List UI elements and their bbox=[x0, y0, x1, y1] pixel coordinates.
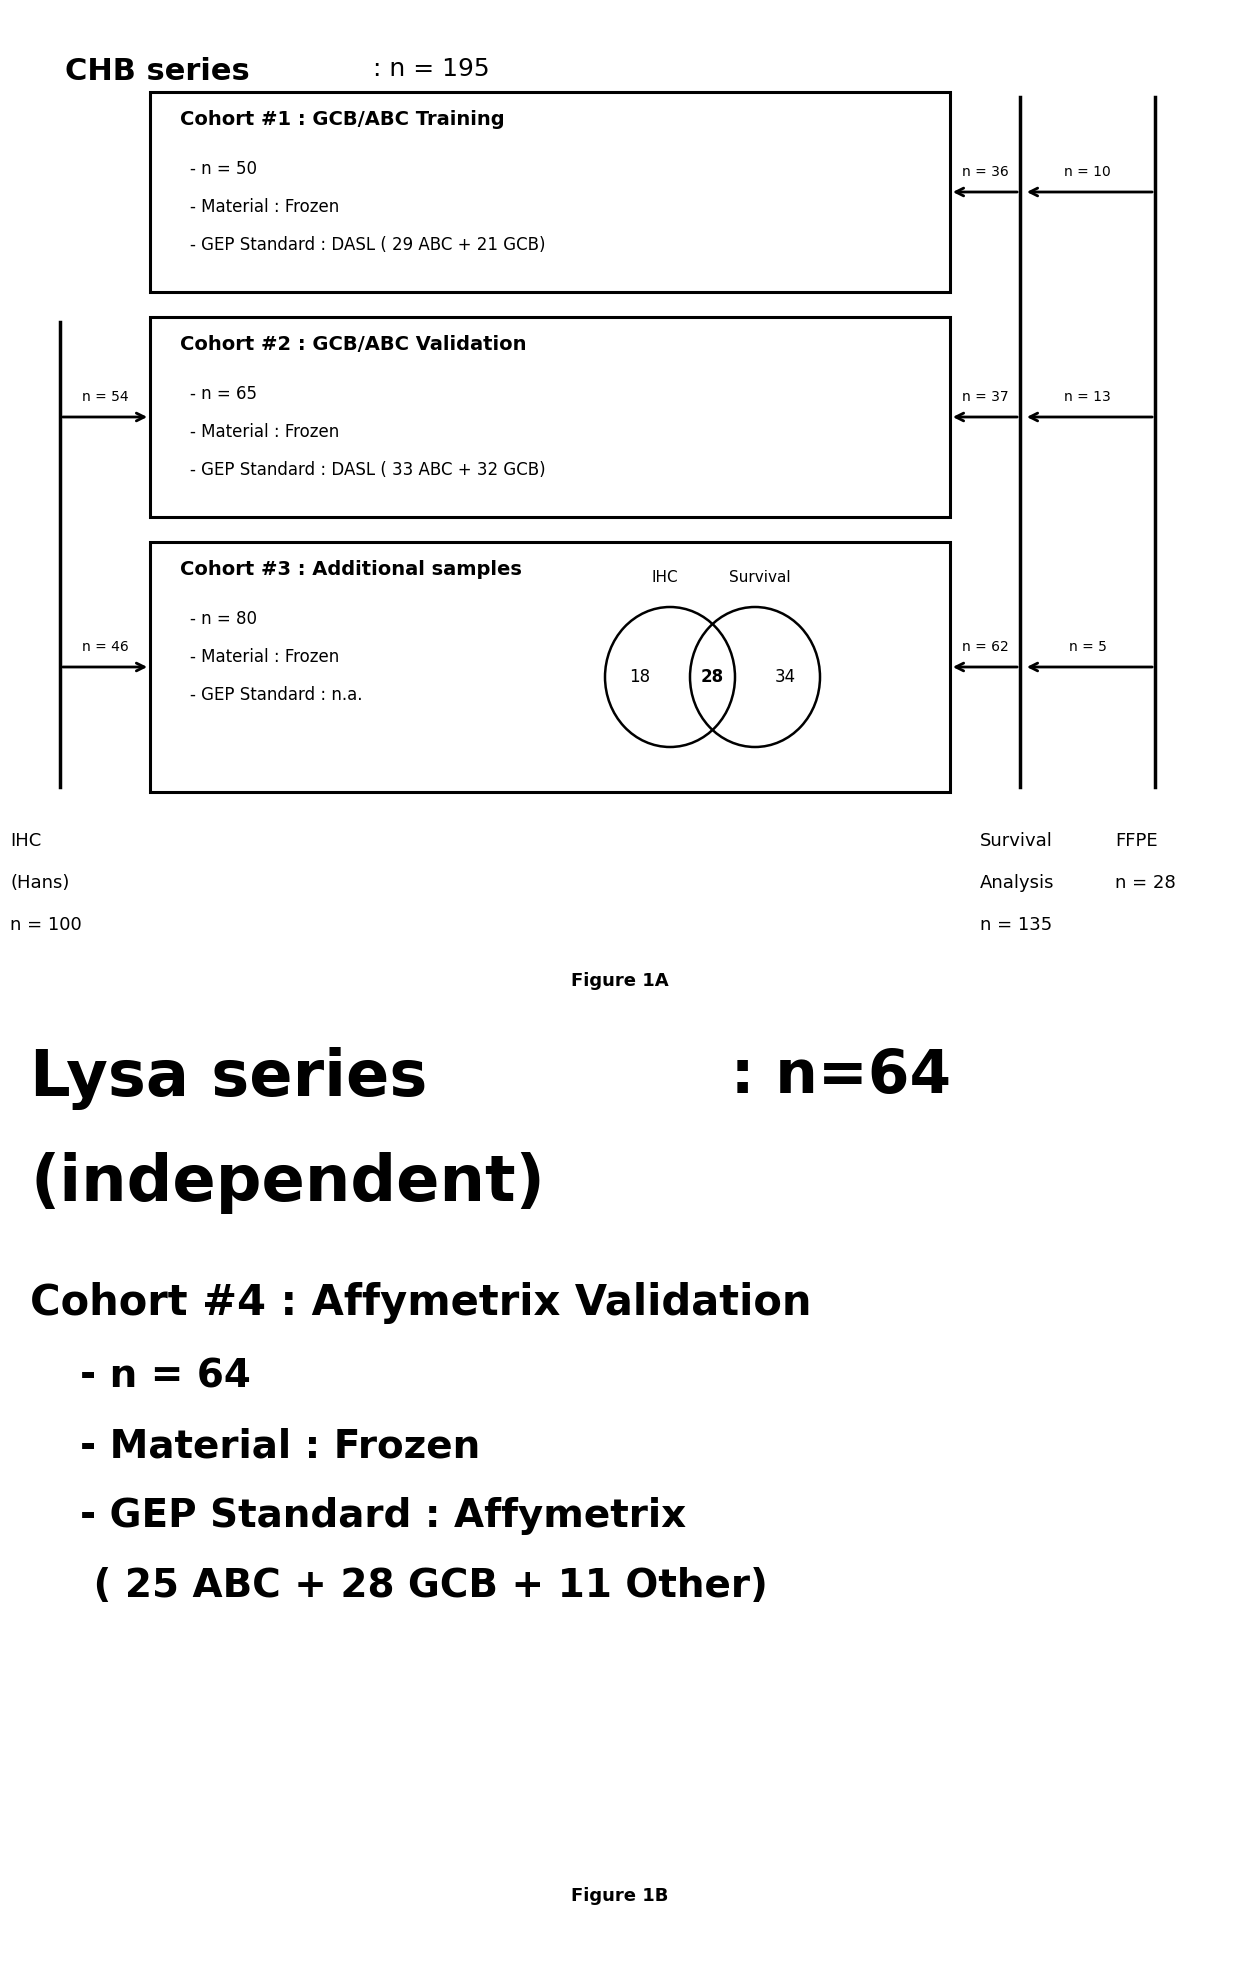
Text: - GEP Standard : Affymetrix: - GEP Standard : Affymetrix bbox=[81, 1497, 686, 1534]
Text: Survival: Survival bbox=[980, 832, 1053, 850]
Text: (Hans): (Hans) bbox=[10, 874, 69, 892]
Text: - GEP Standard : DASL ( 33 ABC + 32 GCB): - GEP Standard : DASL ( 33 ABC + 32 GCB) bbox=[190, 461, 546, 478]
Text: - Material : Frozen: - Material : Frozen bbox=[190, 198, 340, 215]
Text: 18: 18 bbox=[630, 668, 651, 686]
Text: - GEP Standard : DASL ( 29 ABC + 21 GCB): - GEP Standard : DASL ( 29 ABC + 21 GCB) bbox=[190, 235, 546, 253]
Text: Analysis: Analysis bbox=[980, 874, 1054, 892]
Text: FFPE: FFPE bbox=[1115, 832, 1158, 850]
Text: 34: 34 bbox=[775, 668, 796, 686]
Text: : n = 195: : n = 195 bbox=[365, 57, 490, 81]
Text: n = 37: n = 37 bbox=[962, 389, 1008, 403]
Text: n = 36: n = 36 bbox=[962, 164, 1008, 180]
Text: n = 54: n = 54 bbox=[82, 389, 128, 403]
Text: n = 100: n = 100 bbox=[10, 915, 82, 933]
Text: 28: 28 bbox=[701, 668, 724, 686]
Text: Cohort #2 : GCB/ABC Validation: Cohort #2 : GCB/ABC Validation bbox=[180, 334, 527, 354]
Text: n = 10: n = 10 bbox=[1064, 164, 1111, 180]
Bar bbox=[150, 93, 950, 293]
Text: - n = 64: - n = 64 bbox=[81, 1356, 250, 1396]
Text: n = 5: n = 5 bbox=[1069, 641, 1106, 654]
Text: IHC: IHC bbox=[652, 569, 678, 585]
Text: IHC: IHC bbox=[10, 832, 41, 850]
Bar bbox=[150, 542, 950, 793]
Text: n = 13: n = 13 bbox=[1064, 389, 1111, 403]
Text: (independent): (independent) bbox=[30, 1153, 544, 1214]
Text: CHB series: CHB series bbox=[64, 57, 249, 87]
Text: - Material : Frozen: - Material : Frozen bbox=[190, 648, 340, 666]
Text: - Material : Frozen: - Material : Frozen bbox=[81, 1427, 480, 1465]
Text: - n = 50: - n = 50 bbox=[190, 160, 257, 178]
Text: ( 25 ABC + 28 GCB + 11 Other): ( 25 ABC + 28 GCB + 11 Other) bbox=[81, 1568, 768, 1605]
Text: n = 62: n = 62 bbox=[962, 641, 1008, 654]
Text: Figure 1B: Figure 1B bbox=[572, 1886, 668, 1906]
Text: : n=64: : n=64 bbox=[711, 1048, 951, 1105]
Text: Figure 1A: Figure 1A bbox=[572, 973, 668, 990]
Text: - GEP Standard : n.a.: - GEP Standard : n.a. bbox=[190, 686, 362, 704]
Text: Cohort #3 : Additional samples: Cohort #3 : Additional samples bbox=[180, 559, 522, 579]
Text: Cohort #4 : Affymetrix Validation: Cohort #4 : Affymetrix Validation bbox=[30, 1281, 811, 1325]
Bar bbox=[150, 316, 950, 518]
Text: - n = 80: - n = 80 bbox=[190, 611, 257, 629]
Text: n = 135: n = 135 bbox=[980, 915, 1053, 933]
Text: - Material : Frozen: - Material : Frozen bbox=[190, 423, 340, 441]
Text: n = 28: n = 28 bbox=[1115, 874, 1176, 892]
Text: - n = 65: - n = 65 bbox=[190, 386, 257, 403]
Text: Lysa series: Lysa series bbox=[30, 1048, 428, 1109]
Text: Survival: Survival bbox=[729, 569, 791, 585]
Text: Cohort #1 : GCB/ABC Training: Cohort #1 : GCB/ABC Training bbox=[180, 111, 505, 129]
Text: n = 46: n = 46 bbox=[82, 641, 129, 654]
